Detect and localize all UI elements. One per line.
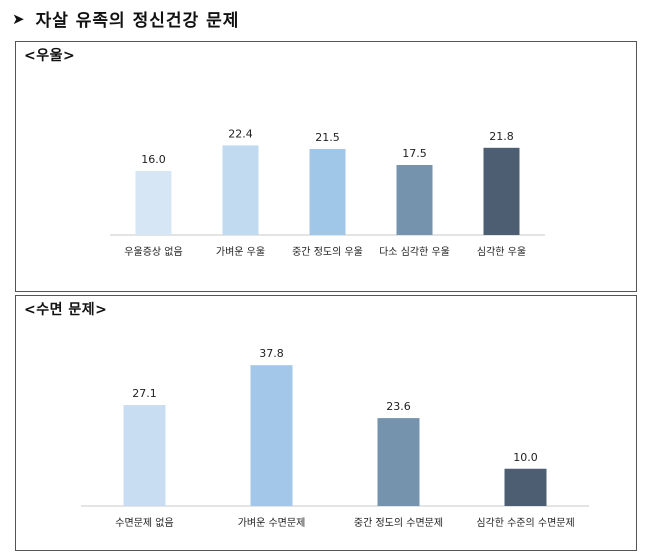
sleep-chart-panel: <수면 문제> 27.1 수면문제 없음 37.8 가벼운 수면문제 23.6 중간 정도… <box>15 295 637 551</box>
depression-bar-1 <box>222 145 259 235</box>
page-title: ➤ 자살 유족의 정신건강 문제 <box>12 6 240 32</box>
depression-bar-2 <box>309 149 346 235</box>
sleep-category-label-3: 심각한 수준의 수면문제 <box>476 517 574 529</box>
depression-category-label-4: 심각한 우울 <box>477 246 526 258</box>
sleep-value-label-0: 27.1 <box>132 387 157 400</box>
sleep-category-label-1: 가벼운 수면문제 <box>238 517 306 529</box>
sleep-value-label-1: 37.8 <box>259 347 284 360</box>
depression-value-label-3: 17.5 <box>402 147 427 160</box>
sleep-category-label-2: 중간 정도의 수면문제 <box>354 517 443 529</box>
sleep-bar-1 <box>250 365 293 506</box>
depression-value-label-1: 22.4 <box>228 127 253 140</box>
sleep-bar-0 <box>123 405 166 506</box>
sleep-value-label-2: 23.6 <box>386 400 411 413</box>
sleep-category-label-0: 수면문제 없음 <box>115 516 173 529</box>
depression-value-label-4: 21.8 <box>489 130 514 143</box>
depression-bar-4 <box>483 147 520 235</box>
depression-bar-0 <box>135 171 172 235</box>
depression-bar-chart: 16.0 우울증상 없음 22.4 가벼운 우울 21.5 중간 정도의 우울 17.5 다소… <box>110 127 545 258</box>
sleep-bar-3 <box>504 468 547 506</box>
depression-category-label-0: 우울증상 없음 <box>124 245 182 258</box>
sleep-value-label-3: 10.0 <box>513 451 538 464</box>
sleep-bar-chart: 27.1 수면문제 없음 37.8 가벼운 수면문제 23.6 중간 정도의 수면문제 10… <box>81 347 589 529</box>
sleep-chart-title: <수면 문제> <box>24 302 108 318</box>
depression-category-label-3: 다소 심각한 우울 <box>379 246 450 258</box>
page-title-text: 자살 유족의 정신건강 문제 <box>35 11 240 31</box>
depression-value-label-0: 16.0 <box>141 153 166 166</box>
depression-value-label-2: 21.5 <box>315 131 340 144</box>
depression-category-label-2: 중간 정도의 우울 <box>292 246 363 258</box>
depression-bar-3 <box>396 165 433 235</box>
depression-category-label-1: 가벼운 우울 <box>216 246 265 258</box>
sleep-bar-2 <box>377 418 420 506</box>
arrowhead-right-icon: ➤ <box>12 9 26 28</box>
depression-chart-panel: <우울> 16.0 우울증상 없음 22.4 가벼운 우울 21.5 중간 정도의 우울 1… <box>15 41 637 292</box>
depression-chart-title: <우울> <box>24 48 76 64</box>
